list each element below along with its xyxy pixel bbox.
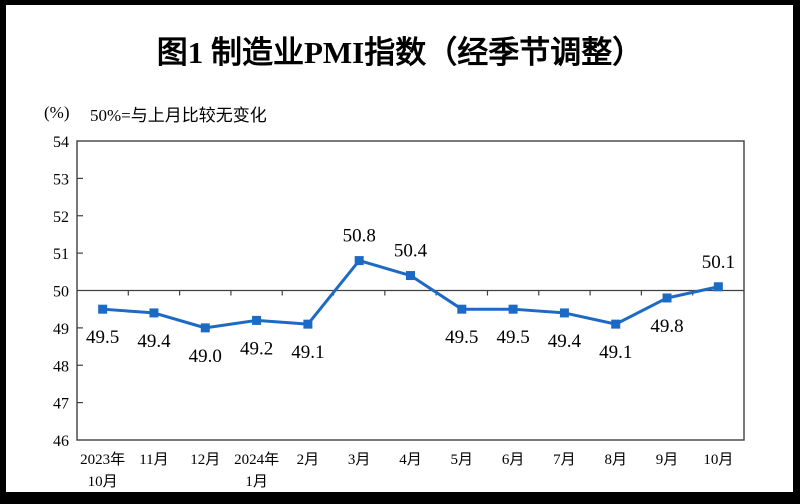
y-axis-tick-label: 53	[53, 171, 69, 188]
x-axis-category-label: 7月	[553, 452, 576, 468]
x-axis-category-label: 8月	[604, 452, 627, 468]
x-axis-category-label: 2月	[297, 452, 320, 468]
x-axis-category-label: 5月	[451, 452, 474, 468]
data-point-marker	[611, 319, 621, 329]
y-axis-tick-label: 54	[53, 134, 69, 151]
data-point-label: 49.4	[548, 331, 582, 352]
x-axis-category-label: 10月	[88, 474, 118, 490]
data-point-label: 50.1	[702, 252, 735, 273]
data-point-label: 49.2	[240, 338, 273, 359]
y-axis-tick-label: 47	[53, 396, 69, 413]
data-point-label: 49.5	[496, 327, 529, 348]
reference-line-note: 50%=与上月比较无变化	[90, 106, 267, 125]
data-point-marker	[457, 304, 467, 314]
data-point-label: 49.0	[189, 346, 222, 367]
x-axis-category-label: 3月	[348, 452, 371, 468]
x-axis-category-label: 2023年	[80, 451, 125, 468]
chart-title: 图1 制造业PMI指数（经季节调整）	[156, 35, 644, 70]
data-point-label: 50.8	[343, 226, 376, 247]
y-axis-tick-label: 48	[53, 358, 69, 375]
y-axis-tick-label: 52	[53, 209, 69, 226]
data-point-marker	[559, 308, 569, 318]
data-point-marker	[303, 319, 313, 329]
data-point-marker	[200, 323, 210, 333]
data-point-label: 49.1	[599, 342, 632, 363]
y-axis-tick-label: 50	[53, 284, 69, 301]
data-point-label: 49.4	[137, 331, 171, 352]
x-axis-category-label: 9月	[656, 452, 679, 468]
data-point-label: 49.5	[86, 327, 119, 348]
x-axis-category-label: 10月	[703, 452, 733, 468]
data-point-label: 49.1	[291, 342, 324, 363]
frame-top-edge	[0, 0, 800, 5]
y-axis-tick-label: 51	[53, 246, 69, 263]
x-axis-category-label: 12月	[190, 452, 220, 468]
x-axis-category-label: 2024年	[234, 451, 279, 468]
pmi-series-line	[102, 259, 719, 330]
data-point-marker	[662, 293, 672, 303]
x-axis-category-label: 4月	[399, 452, 422, 468]
frame-bottom-edge	[0, 492, 800, 504]
y-axis-tick-label: 49	[53, 321, 69, 338]
data-point-marker	[252, 315, 262, 325]
data-point-marker	[98, 304, 108, 314]
data-point-marker	[713, 282, 723, 292]
x-axis-category-label: 1月	[245, 474, 268, 490]
data-point-marker	[354, 256, 364, 266]
data-point-marker	[149, 308, 159, 318]
x-axis-category-label: 11月	[139, 452, 168, 468]
frame-right-edge	[793, 0, 800, 504]
data-point-label: 49.8	[650, 316, 683, 337]
y-axis-tick-label: 46	[53, 433, 69, 450]
data-point-marker	[406, 271, 415, 281]
x-axis-category-label: 6月	[502, 452, 525, 468]
y-axis-unit-label: (%)	[44, 103, 70, 122]
data-point-label: 49.5	[445, 327, 478, 348]
frame-left-edge	[0, 0, 6, 504]
data-point-marker	[508, 304, 518, 314]
data-point-label: 50.4	[394, 241, 428, 262]
